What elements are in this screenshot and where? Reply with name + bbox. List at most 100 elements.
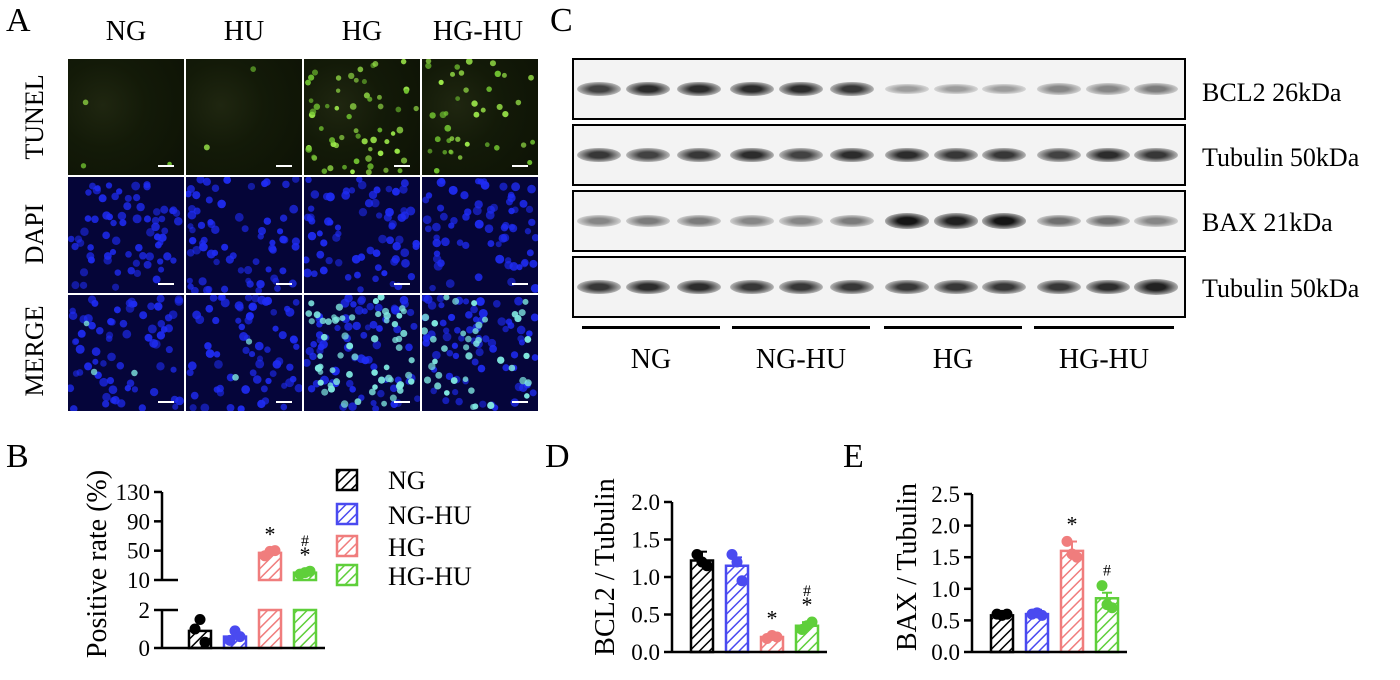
y-tick-label: 90 (127, 509, 150, 534)
blot-band (830, 279, 874, 295)
significance-marker: * (802, 592, 813, 617)
legend-label-hg-hu: HG-HU (388, 562, 472, 591)
blot-tubulin-2 (572, 256, 1186, 318)
significance-marker: * (767, 606, 778, 631)
scale-bar (158, 401, 174, 403)
y-tick-label: 1.5 (631, 528, 660, 553)
group-label-ng: NG (630, 344, 672, 375)
panel-letter-a: A (6, 2, 31, 39)
data-point (224, 634, 236, 646)
blot-band (730, 279, 774, 295)
scale-bar (512, 165, 528, 167)
group-line-hg-hu (1034, 326, 1174, 329)
legend-swatches (335, 468, 359, 587)
blot-band (677, 215, 721, 227)
group-label-ng-hu: NG-HU (755, 344, 847, 375)
blot-band (779, 148, 823, 162)
image-dapi-hu (186, 177, 302, 293)
panel-letter-d: D (545, 438, 570, 475)
blot-band (1086, 214, 1130, 228)
blot-band (779, 215, 823, 227)
blot-band (982, 83, 1026, 95)
scale-bar (512, 283, 528, 285)
data-point (1106, 602, 1118, 614)
blot-band (1134, 147, 1178, 163)
data-point (731, 556, 743, 568)
legend-swatch-ng-hu (335, 502, 359, 526)
legend-swatch-hg-hu (335, 563, 359, 587)
data-point (199, 636, 211, 648)
blot-band (677, 279, 721, 295)
significance-marker: * (265, 522, 276, 547)
group-line-ng (582, 326, 720, 329)
blot-band (577, 82, 621, 96)
blot-band (982, 279, 1026, 295)
blot-label-tubulin-2: Tubulin 50kDa (1202, 274, 1360, 303)
data-point (736, 575, 748, 587)
blot-band (1037, 148, 1081, 162)
y-tick-label: 1.0 (631, 565, 660, 590)
column-label-hu: HU (223, 16, 265, 47)
legend-swatch-ng (335, 468, 359, 492)
blot-band (730, 215, 774, 227)
blot-band (577, 215, 621, 227)
chart-e: * #0.0 0.5 1.0 1.5 2.0 2.5 (931, 482, 1127, 665)
blot-band (982, 147, 1026, 163)
scale-bar (394, 401, 410, 403)
blot-tubulin-1 (572, 124, 1186, 186)
y-tick-label: 10 (127, 568, 150, 593)
image-merge-hu (186, 295, 302, 411)
image-tunel-hg (304, 59, 420, 175)
legend-label-ng: NG (388, 466, 426, 495)
blot-label-bcl2: BCL2 26kDa (1202, 78, 1342, 107)
y-tick-label: 0.5 (631, 603, 660, 628)
bar-lower-hg-hu (292, 608, 318, 650)
image-merge-hg (304, 295, 420, 411)
blot-band (934, 147, 978, 163)
blot-band (1134, 215, 1178, 227)
image-tunel-hg-hu (422, 59, 538, 175)
y-tick-label: 1.5 (931, 545, 960, 570)
significance-marker: * (1067, 511, 1078, 536)
y-tick-label: 2.0 (631, 490, 660, 515)
group-line-ng-hu (732, 326, 870, 329)
data-point (304, 565, 316, 577)
y-tick-label: 130 (116, 480, 151, 505)
row-label-merge: MERGE (20, 305, 49, 397)
blot-band (730, 81, 774, 97)
significance-marker: * (300, 542, 311, 567)
blot-band (1134, 279, 1178, 295)
blot-band (1134, 83, 1178, 95)
image-dapi-hg-hu (422, 177, 538, 293)
scale-bar (394, 165, 410, 167)
data-point (771, 631, 783, 643)
significance-marker: # (301, 533, 309, 550)
y-tick-label: 0 (139, 636, 151, 661)
blot-bcl2 (572, 58, 1186, 120)
image-merge-ng (68, 295, 184, 411)
scale-bar (394, 283, 410, 285)
data-point (194, 614, 206, 625)
blot-bax (572, 190, 1186, 252)
data-point (806, 616, 818, 628)
y-tick-label: 0.0 (631, 640, 660, 665)
blot-band (677, 81, 721, 97)
panel-letter-b: B (6, 438, 29, 475)
blot-band (1086, 279, 1130, 295)
data-point (1071, 551, 1083, 563)
row-label-dapi: DAPI (20, 203, 49, 265)
row-label-tunel: TUNEL (20, 74, 49, 160)
scale-bar (276, 401, 292, 403)
blot-band (830, 215, 874, 227)
blot-band (626, 279, 670, 295)
blot-band (885, 83, 929, 95)
blot-band (1037, 279, 1081, 295)
blot-band (1037, 83, 1081, 95)
legend-label-hg: HG (388, 533, 426, 562)
y-tick-label: 2 (139, 598, 151, 623)
y-tick-label: 0.5 (931, 608, 960, 633)
blot-band (626, 215, 670, 227)
data-point (1001, 608, 1013, 620)
blot-band (885, 147, 929, 163)
